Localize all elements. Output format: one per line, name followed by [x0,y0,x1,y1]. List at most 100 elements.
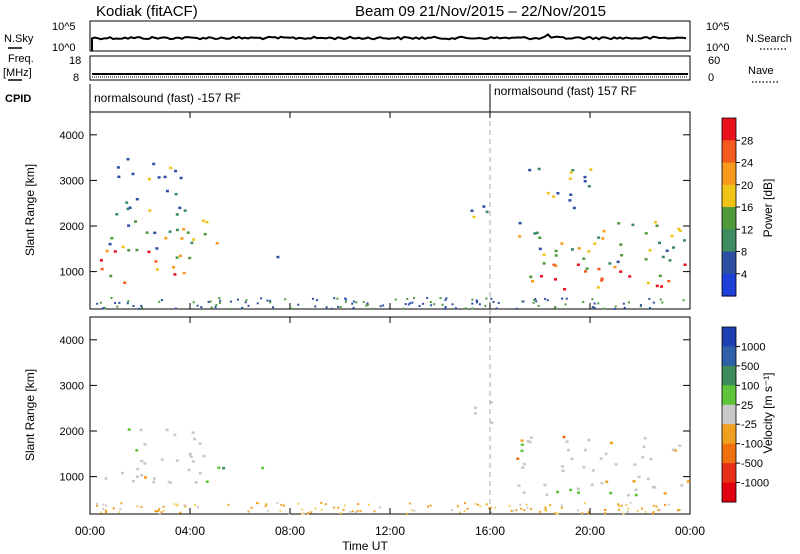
range-gate-cell [634,488,638,492]
range-gate-cell [183,209,187,212]
colorbar-swatch [722,327,736,347]
range-gate-cell [556,192,560,195]
colorbar-swatch [722,140,736,164]
axes: 4000 3000 2000 1000 4000 3000 2000 1000 00:00 04:… [60,112,705,538]
range-gate-cell [560,242,564,245]
range-gate-cell [677,227,681,231]
range-gate-cell [100,511,103,514]
range-gate-cell [591,306,594,308]
colorbar-swatch [722,229,736,253]
range-gate-cell [518,235,522,238]
range-gate-cell [333,297,336,300]
range-gate-cell [640,304,642,307]
range-gate-cell [188,256,192,260]
range-gate-cell [549,504,552,507]
range-gate-cell [597,267,601,271]
range-gate-cell [593,306,596,309]
range-gate-cell [140,473,144,477]
range-gate-cell [131,479,135,483]
range-gate-cell [523,509,526,512]
colorbar-tick-label: -500 [741,458,763,470]
range-gate-cell [637,475,641,478]
range-gate-cell [175,228,179,232]
range-gate-cell [241,306,243,309]
range-gate-cell [495,307,498,310]
range-gate-cell [510,509,513,512]
range-gate-cell [174,169,178,173]
range-gate-cell [444,307,447,310]
range-gate-cell [112,507,115,510]
velocity-ylabel: Slant Range [km] [23,369,37,461]
range-gate-cell [127,249,131,252]
range-gate-cell [526,506,529,509]
range-gate-cell [409,302,412,305]
range-gate-cell [217,466,221,469]
colorbar-swatch [722,184,736,208]
range-gate-cell [406,297,409,300]
range-gate-cell [587,511,590,513]
range-gate-cell [454,307,457,310]
range-gate-cell [543,483,547,487]
range-gate-cell [135,449,139,452]
range-gate-cell [269,299,272,302]
ytick-label: 4000 [60,335,84,347]
range-gate-cell [355,511,358,514]
range-gate-cell [667,279,671,283]
range-gate-cell [356,510,359,513]
range-gate-cell [191,460,195,463]
range-gate-cell [99,259,103,262]
range-gate-cell [157,510,160,513]
range-gate-cell [530,508,532,511]
range-gate-cell [407,303,410,306]
range-gate-cell [182,228,186,231]
range-gate-cell [134,220,137,223]
range-gate-cell [490,511,493,514]
range-gate-cell [686,480,690,483]
range-gate-cell [196,304,199,307]
range-gate-cell [543,506,546,508]
range-gate-cell [147,250,151,254]
range-gate-cell [672,246,675,249]
range-gate-cell [198,472,202,475]
range-gate-cell [492,301,495,303]
range-gate-cell [172,266,175,269]
range-gate-cell [625,504,628,506]
range-gate-cell [413,509,416,512]
range-gate-cell [618,505,621,507]
range-gate-cell [343,504,346,507]
range-gate-cell [110,236,114,240]
range-gate-cell [236,298,239,301]
range-gate-cell [291,307,293,310]
range-gate-cell [190,241,194,245]
range-gate-cell [121,471,124,475]
range-gate-cell [357,503,360,506]
colorbar-swatch [722,251,736,275]
freq-tick-top: 18 [69,55,81,67]
range-gate-cell [430,304,433,307]
range-gate-cell [203,232,207,236]
range-gate-cell [591,469,595,472]
range-gate-cell [660,285,664,288]
range-gate-cell [522,300,525,303]
colorbar-tick-label: 4 [741,269,747,281]
range-gate-cell [161,299,163,301]
range-gate-cell [182,271,186,275]
range-gate-cell [540,275,543,278]
range-gate-cell [620,504,623,507]
range-gate-cell [228,308,231,311]
range-gate-cell [613,265,617,269]
range-gate-cell [587,512,590,515]
range-gate-cell [528,168,532,172]
range-gate-cell [561,465,565,468]
range-gate-cell [508,505,511,507]
range-gate-cell [411,301,414,304]
range-gate-cell [105,249,109,253]
range-gate-cell [210,306,213,309]
range-gate-cell [570,457,574,460]
range-gate-cell [489,401,493,404]
range-gate-cell [214,306,217,309]
range-gate-cell [162,505,165,508]
range-gate-cell [152,480,156,484]
range-gate-cell [126,302,129,305]
range-gate-cell [247,510,250,513]
